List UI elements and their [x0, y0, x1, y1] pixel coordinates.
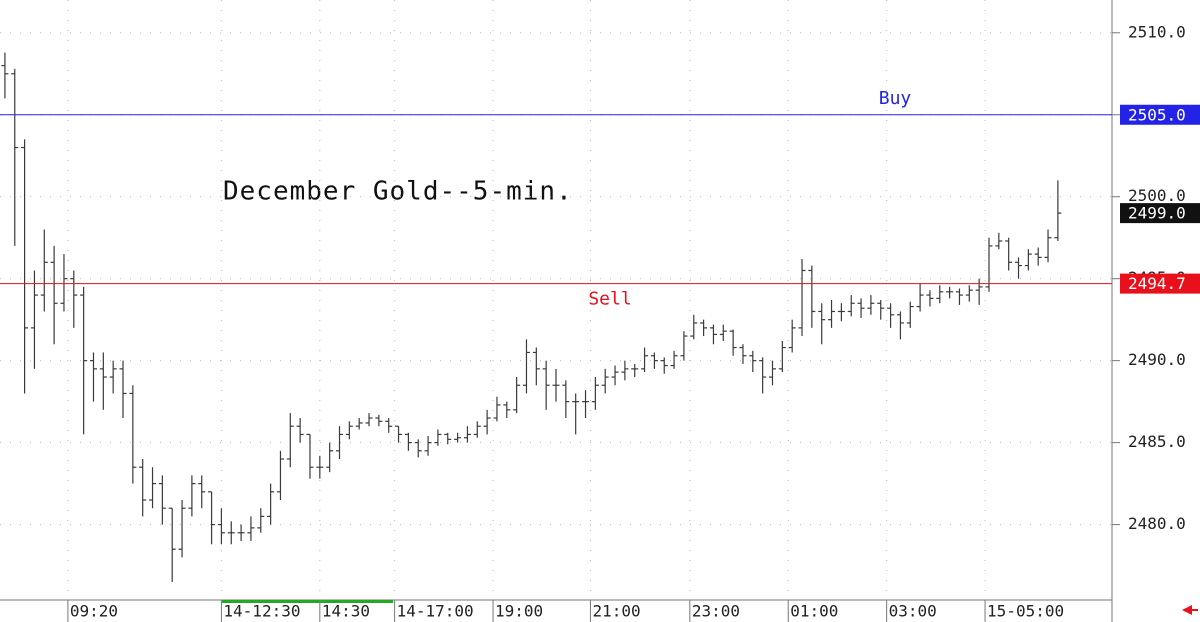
- level-label: Buy: [879, 88, 912, 109]
- scroll-arrow[interactable]: [1182, 605, 1198, 615]
- price-box-label: 2494.7: [1128, 274, 1186, 293]
- y-tick-label: 2500.0: [1128, 186, 1186, 205]
- last-price-box: [1120, 203, 1200, 224]
- x-tick-label: 15-05:00: [987, 602, 1064, 621]
- x-tick-label: 14-17:00: [397, 602, 474, 621]
- price-box-label: 2505.0: [1128, 105, 1186, 124]
- price-box: [1120, 273, 1200, 294]
- level-label: Sell: [588, 289, 631, 310]
- last-price-label: 2499.0: [1128, 204, 1186, 223]
- session-marker: [222, 600, 393, 603]
- x-tick-label: 19:00: [495, 602, 543, 621]
- x-tick-label: 14:30: [322, 602, 370, 621]
- y-tick-label: 2490.0: [1128, 350, 1186, 369]
- x-tick-label: 01:00: [790, 602, 838, 621]
- y-tick-label: 2480.0: [1128, 514, 1186, 533]
- price-box: [1120, 104, 1200, 125]
- y-tick-label: 2485.0: [1128, 432, 1186, 451]
- chart-title: December Gold--5-min.: [223, 177, 573, 207]
- x-tick-label: 14-12:30: [223, 602, 300, 621]
- y-tick-label: 2510.0: [1128, 22, 1186, 41]
- x-tick-label: 23:00: [692, 602, 740, 621]
- x-tick-label: 03:00: [889, 602, 937, 621]
- x-tick-label: 21:00: [592, 602, 640, 621]
- x-tick-label: 09:20: [70, 602, 118, 621]
